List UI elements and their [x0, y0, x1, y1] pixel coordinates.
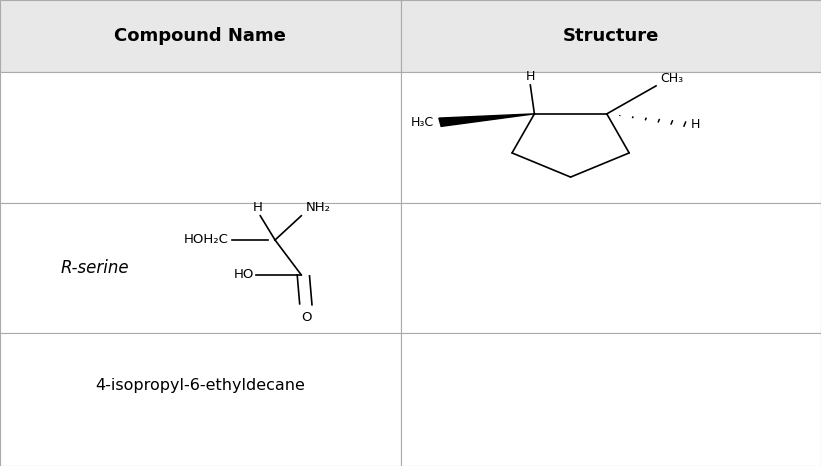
- Bar: [401, 203, 821, 333]
- Bar: [0, 203, 401, 333]
- Text: H: H: [690, 117, 700, 130]
- Text: H₃C: H₃C: [410, 116, 433, 129]
- Bar: [0, 0, 401, 72]
- Text: H: H: [253, 201, 263, 214]
- Bar: [0, 333, 401, 466]
- Text: 4-isopropyl-6-ethyldecane: 4-isopropyl-6-ethyldecane: [95, 378, 305, 393]
- Text: HO: HO: [233, 268, 254, 281]
- Text: H: H: [525, 70, 535, 83]
- Polygon shape: [439, 114, 534, 126]
- Bar: [401, 0, 821, 72]
- Bar: [401, 72, 821, 203]
- Text: CH₃: CH₃: [660, 72, 683, 85]
- Bar: [401, 333, 821, 466]
- Text: Structure: Structure: [562, 27, 659, 45]
- Text: Compound Name: Compound Name: [114, 27, 287, 45]
- Text: HOH₂C: HOH₂C: [184, 233, 229, 246]
- Text: NH₂: NH₂: [306, 201, 331, 214]
- Bar: [0, 72, 401, 203]
- Text: O: O: [301, 311, 311, 324]
- Text: R‐serine: R‐serine: [60, 259, 129, 277]
